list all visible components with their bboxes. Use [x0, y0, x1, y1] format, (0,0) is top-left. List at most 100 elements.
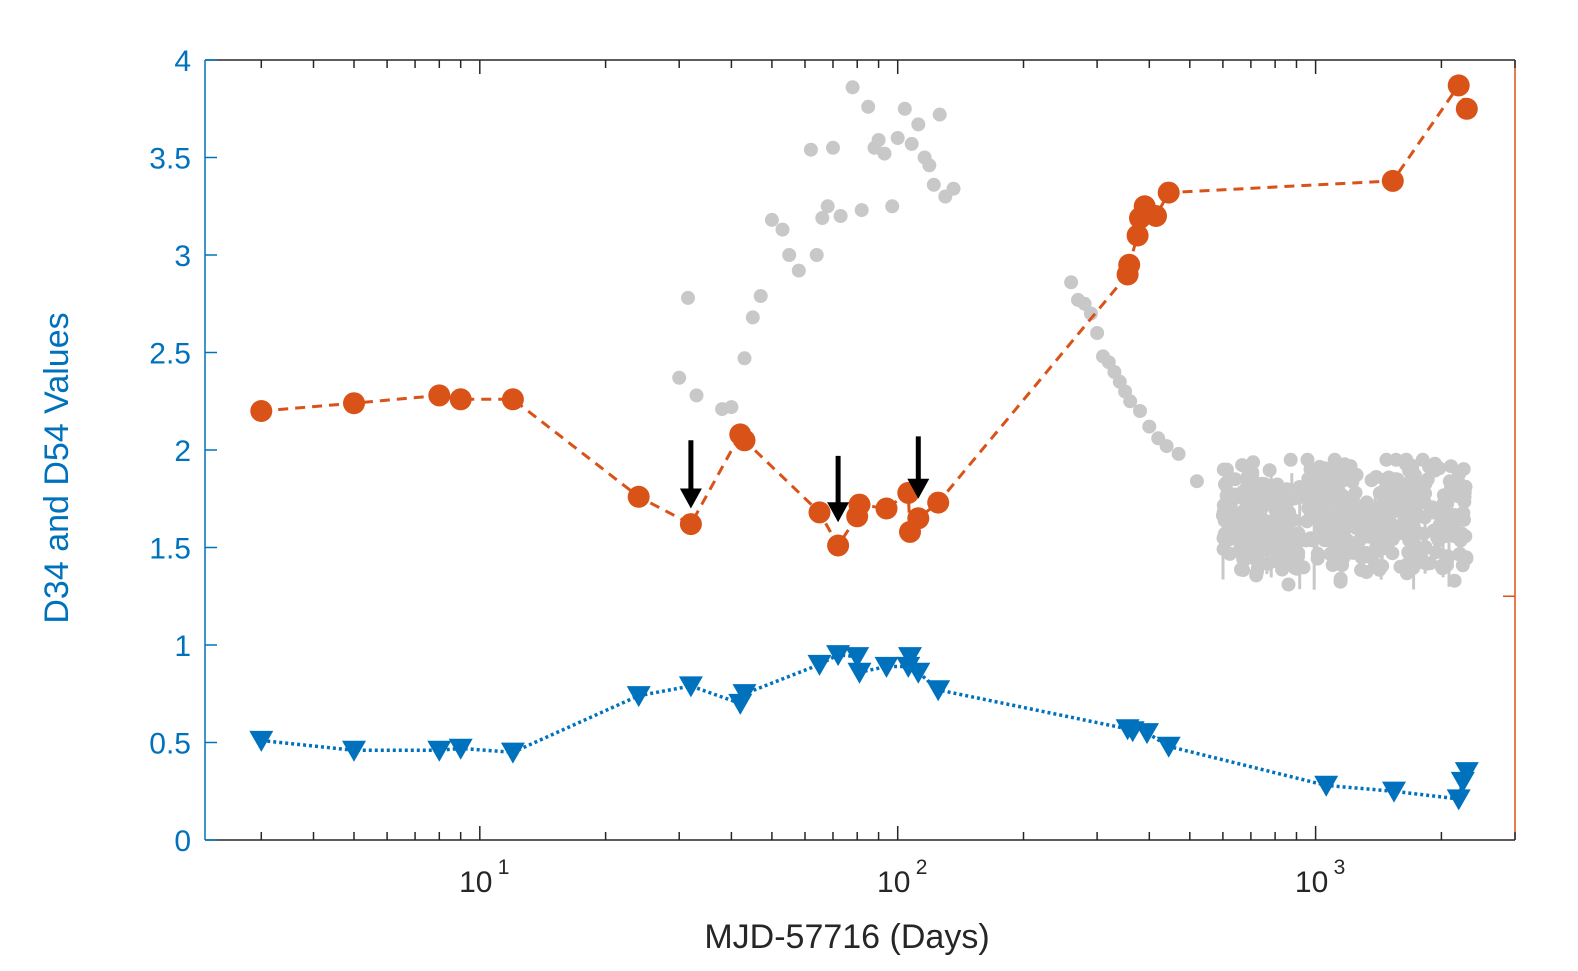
- y-tick-label: 2.5: [149, 338, 191, 371]
- grey-point: [681, 290, 695, 305]
- d54-point: [1145, 205, 1167, 227]
- grey-point: [1133, 404, 1147, 418]
- d34-point: [342, 740, 366, 762]
- grey-point: [1159, 439, 1174, 454]
- d54-point: [449, 388, 472, 411]
- d54-point: [808, 501, 831, 524]
- y-tick-label: 4: [174, 45, 191, 78]
- grey-point: [1326, 545, 1341, 560]
- arrow-head: [907, 478, 930, 499]
- arrow-head: [827, 502, 850, 523]
- grey-point: [861, 99, 876, 114]
- d54-point: [1126, 224, 1149, 247]
- grey-point: [1232, 514, 1247, 529]
- x-tick-label-base: 10: [1295, 866, 1328, 899]
- grey-point: [1282, 515, 1297, 530]
- grey-point: [775, 222, 790, 237]
- d34-point: [926, 680, 951, 702]
- d34-series-layer: [249, 645, 1479, 811]
- d34-point: [732, 684, 757, 706]
- grey-point: [1333, 501, 1348, 515]
- d54-point: [1381, 169, 1404, 192]
- grey-point: [1281, 577, 1296, 592]
- d54-point: [907, 507, 930, 530]
- grey-point: [1389, 452, 1404, 467]
- grey-point: [1262, 463, 1277, 478]
- d34-point: [807, 654, 832, 676]
- d34-point: [826, 645, 851, 667]
- grey-point: [1064, 275, 1079, 290]
- grey-point: [1379, 452, 1394, 467]
- grey-point: [737, 351, 752, 366]
- grey-point: [1390, 472, 1405, 487]
- grey-point: [1189, 474, 1204, 489]
- y-tick-label: 2: [174, 435, 191, 468]
- grey-point: [1235, 458, 1250, 473]
- grey-point: [1283, 452, 1298, 467]
- grey-point: [1277, 541, 1292, 556]
- grey-point: [791, 263, 806, 278]
- grey-point: [1386, 487, 1401, 502]
- d54-line: [261, 82, 1469, 549]
- grey-point: [922, 158, 937, 173]
- arrow-annotations-layer: [679, 436, 930, 523]
- d54-point: [1157, 181, 1180, 204]
- d34-point: [448, 738, 473, 760]
- grey-point: [1372, 562, 1387, 577]
- grey-point: [1123, 394, 1138, 409]
- grey-point: [809, 248, 824, 262]
- grey-point: [1447, 573, 1462, 588]
- d34-point: [1446, 789, 1471, 811]
- grey-point: [826, 140, 840, 155]
- grey-point: [782, 248, 797, 262]
- d54-point: [827, 534, 850, 557]
- tick-labels-layer: 0 0.5 1 1.5 2 2.5 3 3.5 4 10 1 10 2 10 3: [149, 45, 1345, 899]
- grey-point: [764, 212, 779, 227]
- grey-point: [1142, 419, 1157, 434]
- grey-point: [1320, 503, 1335, 518]
- grey-point: [1083, 306, 1098, 321]
- grey-point: [1459, 551, 1474, 566]
- grey-point: [877, 146, 892, 161]
- grey-point: [1359, 495, 1374, 510]
- grey-point: [1385, 505, 1400, 519]
- y-axis-title: D34 and D54 Values: [38, 312, 76, 623]
- grey-point: [911, 117, 926, 132]
- grey-point: [1227, 487, 1242, 502]
- grey-point: [1227, 531, 1242, 546]
- grey-point: [1299, 489, 1314, 504]
- grey-point: [1428, 501, 1442, 516]
- grey-point: [815, 211, 830, 225]
- grey-point: [1219, 462, 1234, 477]
- grey-point: [1236, 552, 1251, 567]
- grey-point: [885, 199, 900, 214]
- grey-point: [1427, 456, 1442, 471]
- x-tick-label-exponent: 2: [916, 856, 928, 879]
- d54-point: [679, 513, 702, 536]
- grey-point: [1360, 521, 1375, 536]
- x-tick-label-base: 10: [877, 866, 910, 899]
- grey-point: [1270, 477, 1285, 492]
- grey-point: [890, 131, 905, 145]
- grey-point: [1309, 467, 1324, 481]
- grey-point: [1245, 465, 1260, 480]
- grey-point: [1364, 473, 1379, 488]
- y-tick-label: 0.5: [149, 728, 191, 761]
- grey-point: [724, 400, 739, 415]
- grey-point: [1249, 565, 1264, 580]
- grey-point: [1405, 460, 1420, 475]
- grey-point: [926, 177, 941, 192]
- d54-point: [848, 493, 871, 516]
- y-tick-label: 1.5: [149, 533, 191, 566]
- grey-point: [803, 142, 818, 157]
- d34-point: [249, 730, 274, 752]
- d34-point: [500, 742, 525, 764]
- grey-point: [1222, 546, 1237, 561]
- d54-point: [733, 429, 756, 452]
- d34-point: [1135, 723, 1159, 745]
- grey-point: [1347, 497, 1361, 511]
- grey-point: [1246, 455, 1261, 470]
- grey-point: [1430, 530, 1445, 545]
- grey-point: [1444, 459, 1458, 474]
